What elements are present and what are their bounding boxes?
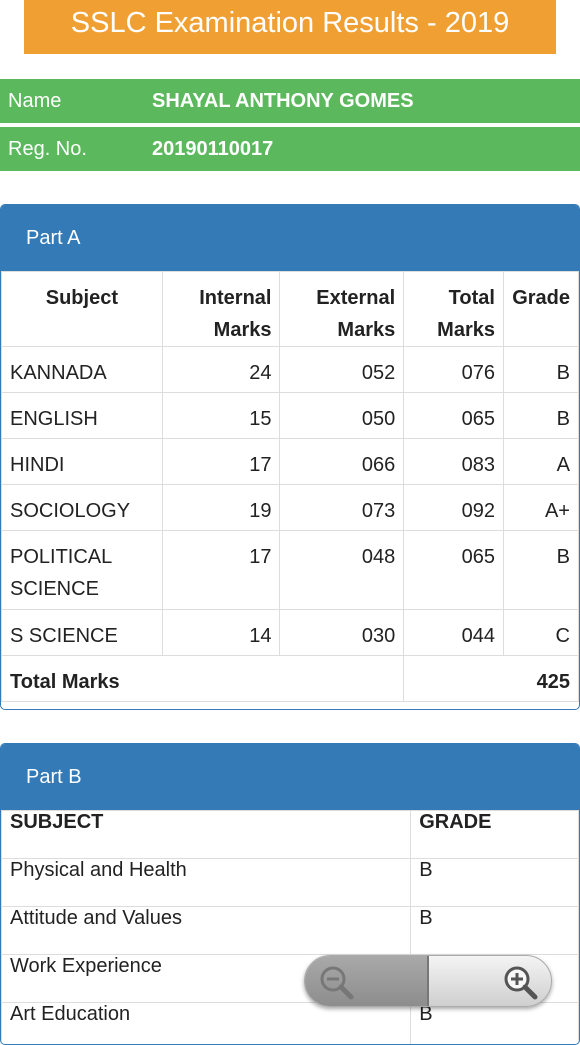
table-row: Attitude and Values B — [2, 907, 579, 955]
external-cell: 073 — [280, 485, 404, 531]
reg-no-row: Reg. No. 20190110017 — [0, 127, 580, 171]
total-marks-label: Total Marks — [2, 656, 404, 702]
total-marks-row: Total Marks 425 — [2, 656, 579, 702]
subject-cell: Attitude and Values — [2, 907, 411, 955]
col-header-total: Total Marks — [404, 272, 504, 347]
reg-no-value: 20190110017 — [152, 127, 273, 171]
internal-cell: 17 — [162, 439, 280, 485]
student-name: SHAYAL ANTHONY GOMES — [152, 79, 414, 123]
external-cell: 030 — [280, 610, 404, 656]
table-header-row: SUBJECT GRADE — [2, 811, 579, 859]
part-b-title: Part B — [1, 744, 579, 810]
internal-cell: 17 — [162, 531, 280, 610]
page-title: SSLC Examination Results - 2019 — [24, 0, 556, 54]
col-header-subject: Subject — [2, 272, 163, 347]
grade-cell: A+ — [503, 485, 578, 531]
total-cell: 083 — [404, 439, 504, 485]
grade-cell: B — [503, 393, 578, 439]
table-row: HINDI 17 066 083 A — [2, 439, 579, 485]
internal-cell: 24 — [162, 347, 280, 393]
total-marks-value: 425 — [404, 656, 579, 702]
internal-cell: 19 — [162, 485, 280, 531]
part-b-table: SUBJECT GRADE Physical and Health B Atti… — [1, 810, 579, 1045]
table-header-row: Subject Internal Marks External Marks To… — [2, 272, 579, 347]
subject-cell: KANNADA — [2, 347, 163, 393]
subject-cell: HINDI — [2, 439, 163, 485]
total-cell: 065 — [404, 531, 504, 610]
grade-cell: B — [411, 859, 579, 907]
part-a-table: Subject Internal Marks External Marks To… — [1, 271, 579, 702]
part-a-panel: Part A Subject Internal Marks External M… — [0, 204, 580, 710]
external-cell: 066 — [280, 439, 404, 485]
col-header-external: External Marks — [280, 272, 404, 347]
col-header-grade: Grade — [503, 272, 578, 347]
subject-cell: SOCIOLOGY — [2, 485, 163, 531]
subject-cell: S SCIENCE — [2, 610, 163, 656]
table-row: ENGLISH 15 050 065 B — [2, 393, 579, 439]
total-cell: 044 — [404, 610, 504, 656]
subject-cell: ENGLISH — [2, 393, 163, 439]
zoom-out-button[interactable] — [305, 956, 427, 1006]
col-header-internal: Internal Marks — [162, 272, 280, 347]
internal-cell: 15 — [162, 393, 280, 439]
zoom-out-icon — [317, 963, 357, 1001]
total-cell: 076 — [404, 347, 504, 393]
total-cell: 092 — [404, 485, 504, 531]
col-header-grade: GRADE — [411, 811, 579, 859]
reg-no-label: Reg. No. — [8, 127, 87, 171]
external-cell: 048 — [280, 531, 404, 610]
total-cell: 065 — [404, 393, 504, 439]
grade-cell: B — [503, 347, 578, 393]
subject-cell: Physical and Health — [2, 859, 411, 907]
table-row: KANNADA 24 052 076 B — [2, 347, 579, 393]
subject-cell: POLITICAL SCIENCE — [2, 531, 163, 610]
zoom-controls — [304, 955, 552, 1007]
table-row: S SCIENCE 14 030 044 C — [2, 610, 579, 656]
zoom-in-icon — [501, 963, 541, 1001]
table-row: SOCIOLOGY 19 073 092 A+ — [2, 485, 579, 531]
internal-cell: 14 — [162, 610, 280, 656]
table-row: POLITICAL SCIENCE 17 048 065 B — [2, 531, 579, 610]
student-name-row: Name SHAYAL ANTHONY GOMES — [0, 79, 580, 123]
table-row: Physical and Health B — [2, 859, 579, 907]
grade-cell: B — [503, 531, 578, 610]
part-a-title: Part A — [1, 205, 579, 271]
grade-cell: C — [503, 610, 578, 656]
col-header-subject: SUBJECT — [2, 811, 411, 859]
zoom-in-button[interactable] — [429, 956, 551, 1006]
external-cell: 052 — [280, 347, 404, 393]
grade-cell: B — [411, 907, 579, 955]
external-cell: 050 — [280, 393, 404, 439]
name-label: Name — [8, 79, 61, 123]
grade-cell: A — [503, 439, 578, 485]
